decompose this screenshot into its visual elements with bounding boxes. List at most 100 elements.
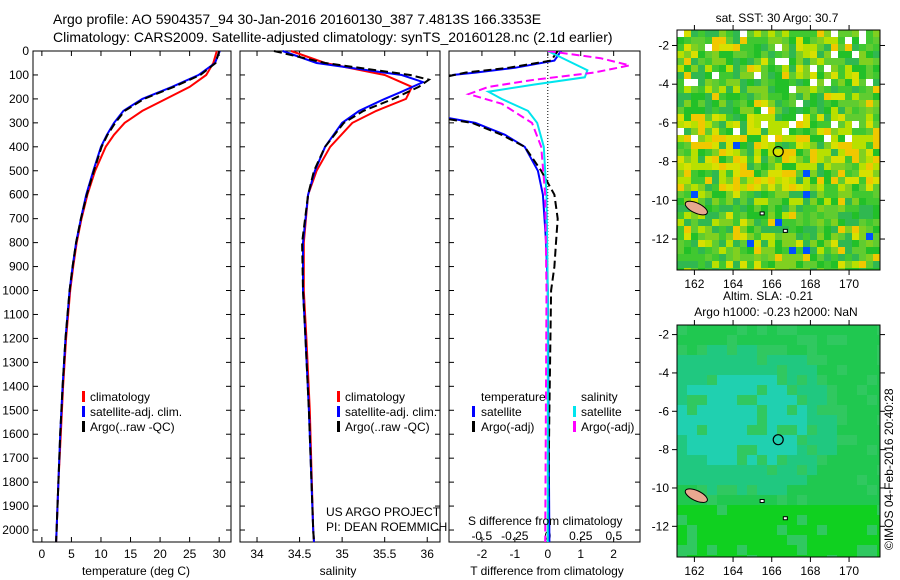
map-cell	[859, 128, 866, 135]
map-cell	[838, 107, 845, 114]
map-cell	[817, 535, 827, 545]
map-cell	[687, 475, 697, 485]
map-cell	[817, 44, 824, 51]
map-cell	[782, 107, 789, 114]
map-cell	[761, 205, 768, 212]
map-cell	[797, 385, 807, 395]
map-cell	[705, 240, 712, 247]
map-cell	[857, 535, 867, 545]
map-cell	[852, 86, 859, 93]
map-cell	[777, 365, 787, 375]
map-cell	[697, 385, 707, 395]
map-cell	[698, 254, 705, 261]
map-cell	[726, 93, 733, 100]
map-cell	[859, 37, 866, 44]
map-cell	[859, 184, 866, 191]
map-cell	[873, 65, 880, 72]
map-cell	[726, 184, 733, 191]
map-cell	[852, 247, 859, 254]
map-cell	[754, 205, 761, 212]
map-cell	[873, 30, 880, 37]
map-cell	[827, 325, 837, 335]
lat-tick-label: -8	[658, 155, 669, 169]
map-cell	[866, 37, 873, 44]
map-cell	[777, 555, 787, 557]
map-cell	[867, 375, 877, 385]
map-cell	[747, 65, 754, 72]
map-cell	[807, 425, 817, 435]
map-cell	[803, 170, 810, 177]
map-cell	[782, 163, 789, 170]
map-cell	[789, 128, 796, 135]
map-cell	[707, 475, 717, 485]
map-cell	[775, 114, 782, 121]
map-cell	[831, 254, 838, 261]
map-cell	[831, 212, 838, 219]
map-cell	[867, 415, 877, 425]
credit-line-2: PI: DEAN ROEMMICH	[326, 520, 447, 534]
map-cell	[707, 325, 717, 335]
map-cell	[747, 515, 757, 525]
depth-tick-label: 400	[9, 140, 29, 154]
map-cell	[831, 142, 838, 149]
map-cell	[727, 415, 737, 425]
map-cell	[824, 65, 831, 72]
map-cell	[810, 93, 817, 100]
map-cell	[867, 325, 877, 335]
map-cell	[817, 268, 824, 270]
map-cell	[827, 455, 837, 465]
map-cell	[707, 465, 717, 475]
map-cell	[768, 268, 775, 270]
map-cell	[859, 254, 866, 261]
map-cell	[803, 51, 810, 58]
map-cell	[866, 177, 873, 184]
map-cell	[873, 121, 880, 128]
map-cell	[857, 365, 867, 375]
map-cell	[807, 495, 817, 505]
map-cell	[719, 170, 726, 177]
map-cell	[831, 163, 838, 170]
map-cell	[787, 555, 797, 557]
map-cell	[877, 545, 880, 555]
map-cell	[775, 261, 782, 268]
map-cell	[677, 515, 687, 525]
legend-label-argo: Argo(..raw -QC)	[345, 420, 430, 434]
map-cell	[712, 65, 719, 72]
map-cell	[845, 247, 852, 254]
x-tick-label: 35	[335, 547, 349, 561]
title-line-2: Climatology: CARS2009. Satellite-adjuste…	[53, 29, 613, 45]
map-cell	[687, 455, 697, 465]
map-cell	[733, 226, 740, 233]
map-cell	[757, 525, 767, 535]
map-cell	[705, 135, 712, 142]
map-cell	[845, 58, 852, 65]
map-cell	[768, 135, 775, 142]
map-cell	[796, 261, 803, 268]
salinity-line-2	[273, 50, 432, 543]
map-cell	[866, 128, 873, 135]
map-cell	[817, 93, 824, 100]
map-cell	[705, 156, 712, 163]
map-cell	[761, 44, 768, 51]
map-cell	[727, 525, 737, 535]
map-cell	[768, 247, 775, 254]
map-cell	[807, 335, 817, 345]
map-cell	[810, 149, 817, 156]
map-cell	[838, 86, 845, 93]
map-cell	[877, 495, 880, 505]
x-tick-label: 10	[94, 547, 108, 561]
map-cell	[712, 86, 719, 93]
map-cell	[810, 261, 817, 268]
map-cell	[717, 385, 727, 395]
map-cell	[726, 114, 733, 121]
map-cell	[789, 156, 796, 163]
map-cell	[796, 219, 803, 226]
map-cell	[677, 107, 684, 114]
map-cell	[737, 395, 747, 405]
map-cell	[747, 44, 754, 51]
map-cell	[877, 425, 880, 435]
map-cell	[726, 226, 733, 233]
map-cell	[867, 385, 877, 395]
map-cell	[837, 415, 847, 425]
map-cell	[677, 254, 684, 261]
